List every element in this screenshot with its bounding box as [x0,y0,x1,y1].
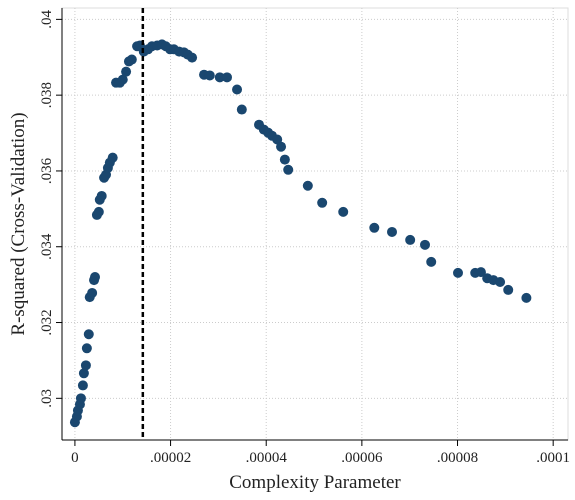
point [426,256,437,267]
point [475,267,486,278]
point [232,84,243,95]
point [222,72,232,83]
point [121,66,132,77]
y-tick-label: .04 [39,9,55,28]
y-tick-label: .036 [39,157,55,184]
point [369,222,380,233]
point [302,180,313,191]
point [87,287,98,298]
point [96,190,107,201]
point [283,164,294,175]
x-tick-label: 0 [71,450,79,466]
point [77,380,88,391]
y-tick-label: .032 [39,309,55,335]
point [338,206,349,217]
plot-area [61,7,569,441]
point [405,234,416,245]
point [83,329,94,340]
point [90,272,100,283]
x-tick-label: .00006 [341,450,383,466]
point [236,104,247,115]
point [495,276,506,287]
point [317,197,328,208]
point [453,267,463,278]
y-tick-label: .038 [39,82,55,108]
point [107,152,118,163]
y-tick-label: .034 [39,233,55,260]
point [78,368,89,379]
x-axis-title: Complexity Parameter [229,472,401,493]
point [126,54,137,65]
point [214,72,225,83]
point [276,141,287,152]
point [117,74,128,85]
point [81,343,92,354]
x-tick-label: .00004 [246,450,288,466]
y-tick-label: .03 [39,389,55,408]
point [279,154,290,165]
point [420,239,430,250]
point [503,284,514,295]
x-tick-label: .0001 [536,450,570,466]
x-tick-label: .00008 [437,450,478,466]
point [387,226,397,237]
y-axis-title: R-squared (Cross-Validation) [8,112,29,335]
point [93,206,104,217]
point [80,360,91,371]
point [187,52,198,63]
point [521,292,532,303]
point [204,70,215,81]
x-tick-label: .00002 [150,450,191,466]
point [75,393,86,404]
